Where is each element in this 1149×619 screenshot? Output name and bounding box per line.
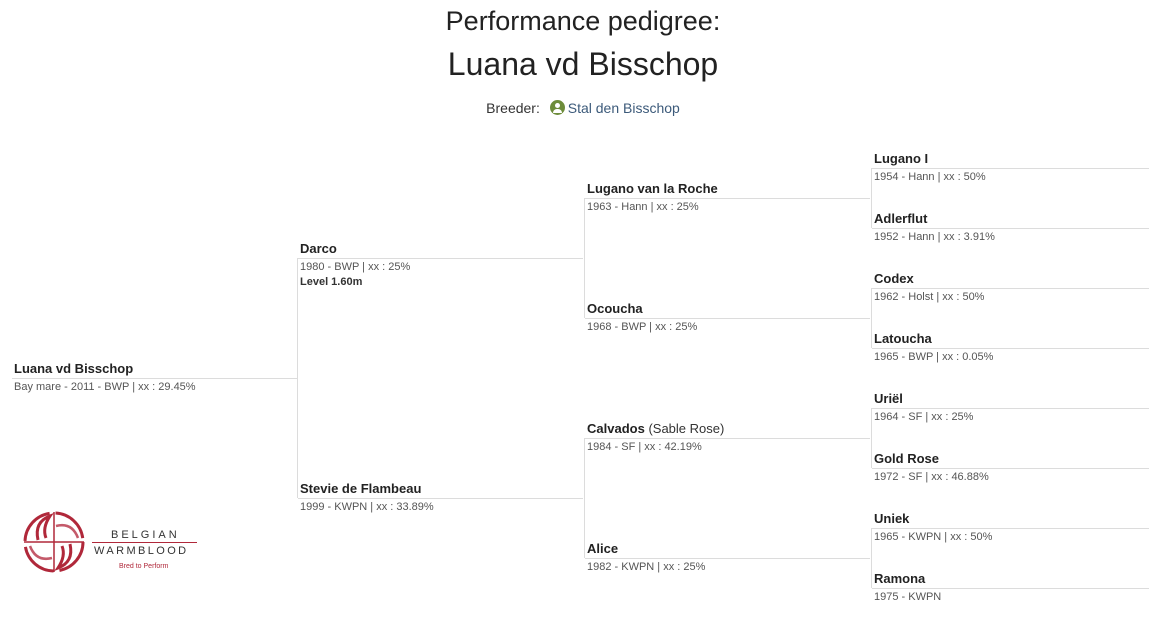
- pedigree-grandparent: Calvados (Sable Rose) 1984 - SF | xx : 4…: [585, 419, 870, 453]
- divider: [872, 408, 1149, 409]
- divider: [872, 168, 1149, 169]
- logo-line2: WARMBLOOD: [94, 545, 189, 557]
- pedigree-great-grandparent: Adlerflut 1952 - Hann | xx : 3.91%: [872, 209, 1149, 243]
- divider: [585, 198, 870, 199]
- user-icon: [549, 100, 565, 115]
- pedigree-subject: Luana vd Bisschop Bay mare - 2011 - BWP …: [12, 359, 297, 393]
- horse-name[interactable]: Latoucha: [874, 331, 932, 346]
- horse-alt-name: (Sable Rose): [648, 421, 725, 436]
- horse-name[interactable]: Alice: [587, 541, 619, 556]
- divider: [298, 498, 583, 499]
- horse-info: 1982 - KWPN | xx : 25%: [587, 561, 706, 573]
- horse-name-text: Calvados: [587, 421, 645, 436]
- divider: [12, 378, 297, 379]
- logo-line1: BELGIAN: [111, 529, 180, 541]
- horse-info: 1954 - Hann | xx : 50%: [874, 171, 986, 183]
- horse-name[interactable]: Stevie de Flambeau: [300, 481, 422, 496]
- horse-name[interactable]: Ramona: [874, 571, 926, 586]
- logo-divider: [92, 542, 197, 543]
- horse-name[interactable]: Lugano I: [874, 151, 929, 166]
- divider: [872, 348, 1149, 349]
- pedigree-great-grandparent: Ramona 1975 - KWPN: [872, 569, 1149, 603]
- pedigree-great-grandparent: Latoucha 1965 - BWP | xx : 0.05%: [872, 329, 1149, 363]
- horse-name[interactable]: Lugano van la Roche: [587, 181, 718, 196]
- divider: [585, 318, 870, 319]
- pedigree-great-grandparent: Uriël 1964 - SF | xx : 25%: [872, 389, 1149, 423]
- breeder-link[interactable]: Stal den Bisschop: [549, 100, 680, 116]
- horse-info: 1965 - KWPN | xx : 50%: [874, 531, 993, 543]
- horse-info: 1999 - KWPN | xx : 33.89%: [300, 501, 434, 513]
- horse-info: 1965 - BWP | xx : 0.05%: [874, 351, 994, 363]
- divider: [872, 228, 1149, 229]
- bracket-line: [584, 198, 585, 318]
- horse-level: Level 1.60m: [300, 276, 363, 288]
- pedigree-great-grandparent: Codex 1962 - Holst | xx : 50%: [872, 269, 1149, 303]
- horse-name[interactable]: Luana vd Bisschop: [14, 361, 134, 376]
- breeder-label: Breeder:: [486, 100, 540, 116]
- divider: [872, 468, 1149, 469]
- horse-name[interactable]: Codex: [874, 271, 914, 286]
- horse-name[interactable]: Adlerflut: [874, 211, 928, 226]
- horse-name[interactable]: Ocoucha: [587, 301, 643, 316]
- horse-name[interactable]: Calvados (Sable Rose): [585, 419, 870, 438]
- pedigree-sire: Darco 1980 - BWP | xx : 25% Level 1.60m: [298, 239, 583, 288]
- horse-info: 1980 - BWP | xx : 25%: [300, 261, 411, 273]
- bracket-line: [871, 288, 872, 348]
- page-title: Performance pedigree:: [445, 6, 721, 36]
- bracket-line: [584, 438, 585, 558]
- horse-info: 1962 - Holst | xx : 50%: [874, 291, 985, 303]
- horse-info: 1952 - Hann | xx : 3.91%: [874, 231, 995, 243]
- pedigree-great-grandparent: Uniek 1965 - KWPN | xx : 50%: [872, 509, 1149, 543]
- divider: [585, 438, 870, 439]
- pedigree-grandparent: Alice 1982 - KWPN | xx : 25%: [585, 539, 870, 573]
- horse-name[interactable]: Darco: [300, 241, 337, 256]
- horse-name-heading: Luana vd Bisschop: [447, 46, 719, 82]
- logo-tagline: Bred to Perform: [119, 563, 169, 570]
- horse-info: 1972 - SF | xx : 46.88%: [874, 471, 989, 483]
- pedigree-dam: Stevie de Flambeau 1999 - KWPN | xx : 33…: [298, 479, 583, 513]
- divider: [872, 588, 1149, 589]
- bracket-line: [297, 258, 298, 498]
- divider: [298, 258, 583, 259]
- pedigree-grandparent: Lugano van la Roche 1963 - Hann | xx : 2…: [585, 179, 870, 213]
- horse-info: 1963 - Hann | xx : 25%: [587, 201, 699, 213]
- pedigree-grandparent: Ocoucha 1968 - BWP | xx : 25%: [585, 299, 870, 333]
- horse-name[interactable]: Uniek: [874, 511, 910, 526]
- horse-info: 1968 - BWP | xx : 25%: [587, 321, 698, 333]
- divider: [872, 528, 1149, 529]
- divider: [585, 558, 870, 559]
- breeder-name: Stal den Bisschop: [567, 100, 680, 116]
- divider: [872, 288, 1149, 289]
- bracket-line: [871, 528, 872, 588]
- pedigree-great-grandparent: Lugano I 1954 - Hann | xx : 50%: [872, 149, 1149, 183]
- breeder-row: Breeder: Stal den Bisschop: [0, 100, 1149, 116]
- bracket-line: [871, 168, 872, 228]
- bracket-line: [871, 408, 872, 468]
- pedigree-great-grandparent: Gold Rose 1972 - SF | xx : 46.88%: [872, 449, 1149, 483]
- horse-info: 1975 - KWPN: [874, 591, 942, 603]
- belgian-warmblood-logo: BELGIAN WARMBLOOD Bred to Perform: [20, 508, 205, 578]
- compass-emblem-icon: [23, 511, 85, 573]
- horse-info: 1964 - SF | xx : 25%: [874, 411, 974, 423]
- horse-name[interactable]: Gold Rose: [874, 451, 940, 466]
- horse-info: Bay mare - 2011 - BWP | xx : 29.45%: [14, 381, 196, 393]
- horse-info: 1984 - SF | xx : 42.19%: [587, 441, 702, 453]
- horse-name[interactable]: Uriël: [874, 391, 903, 406]
